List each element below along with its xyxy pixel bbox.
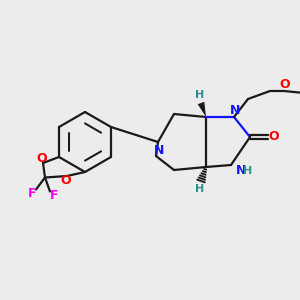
Text: N: N — [154, 143, 164, 157]
Text: H: H — [243, 166, 253, 176]
Text: F: F — [28, 187, 36, 200]
Text: O: O — [61, 173, 71, 187]
Text: H: H — [195, 90, 205, 100]
Text: H: H — [195, 184, 205, 194]
Text: N: N — [236, 164, 246, 178]
Text: O: O — [280, 77, 290, 91]
Text: O: O — [269, 130, 279, 143]
Text: F: F — [50, 189, 58, 202]
Text: O: O — [37, 152, 47, 166]
Text: N: N — [230, 103, 240, 116]
Polygon shape — [198, 102, 206, 117]
